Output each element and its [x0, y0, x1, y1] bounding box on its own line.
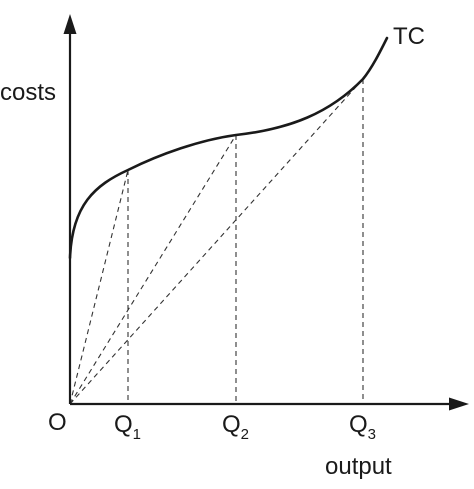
ray-to-q3-point — [69, 78, 364, 405]
y-axis-arrowhead — [63, 14, 77, 34]
y-axis-label: costs — [0, 79, 56, 106]
q2-label: Q2 — [222, 411, 249, 443]
total-cost-curve — [68, 36, 389, 260]
q1-label: Q1 — [114, 411, 141, 443]
ray-to-q1-point — [69, 169, 129, 405]
origin-label: O — [48, 409, 67, 436]
tc-curve-label: TC — [393, 23, 425, 50]
ray-to-q2-point — [69, 134, 237, 405]
x-axis-label: output — [325, 453, 392, 480]
q3-label: Q3 — [349, 411, 376, 443]
x-axis-arrowhead — [449, 397, 469, 411]
